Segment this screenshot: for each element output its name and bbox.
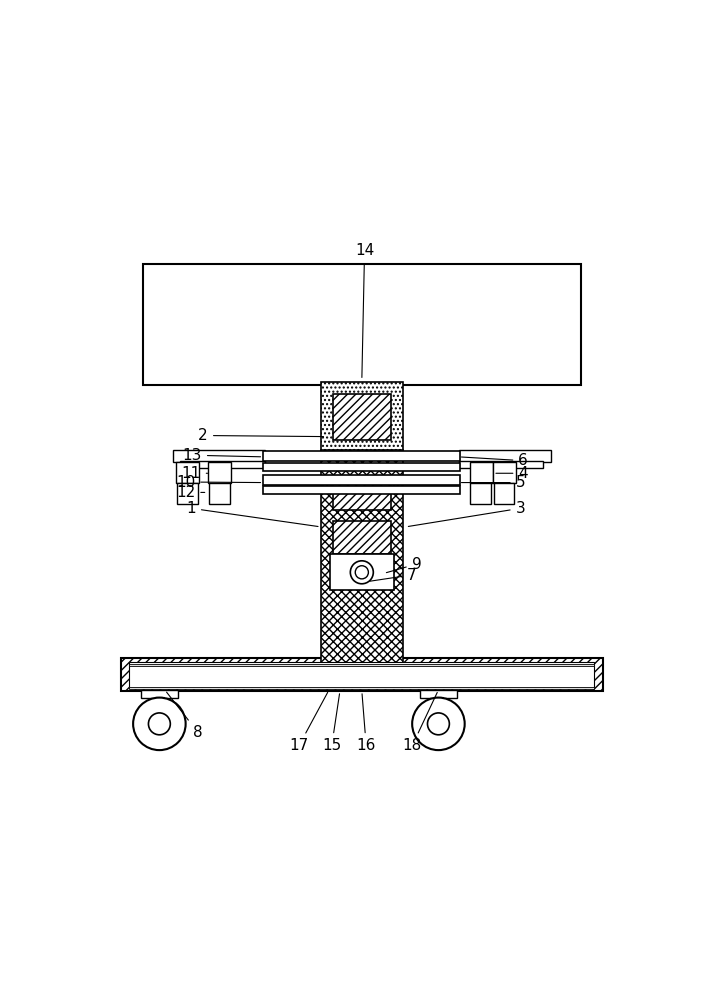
Bar <box>176 462 199 483</box>
Bar <box>263 475 460 485</box>
Bar <box>321 382 403 453</box>
Text: 15: 15 <box>322 694 342 753</box>
Bar <box>263 451 460 461</box>
Text: 14: 14 <box>355 243 374 377</box>
Bar <box>209 483 230 504</box>
Text: 8: 8 <box>167 692 203 740</box>
Bar <box>470 483 491 504</box>
Bar <box>121 658 602 691</box>
Bar <box>459 461 544 468</box>
Bar <box>155 697 164 703</box>
Bar <box>129 664 594 666</box>
Bar <box>140 690 178 698</box>
Bar <box>173 450 265 462</box>
Bar <box>143 264 581 385</box>
Text: 17: 17 <box>289 692 328 753</box>
Text: 10: 10 <box>176 475 261 490</box>
Text: 12: 12 <box>176 485 205 500</box>
Circle shape <box>412 698 465 750</box>
Text: 5: 5 <box>462 475 525 490</box>
Circle shape <box>148 713 170 735</box>
Bar <box>493 462 516 483</box>
Bar <box>177 483 198 504</box>
Bar <box>459 450 551 462</box>
Bar <box>263 486 460 494</box>
Text: 9: 9 <box>386 557 421 573</box>
Text: 18: 18 <box>402 692 437 753</box>
Bar <box>493 483 515 504</box>
Bar <box>330 554 393 590</box>
Bar <box>321 450 403 675</box>
Bar <box>470 462 493 483</box>
Text: 1: 1 <box>186 501 318 526</box>
Bar <box>129 687 594 689</box>
Circle shape <box>350 561 373 584</box>
Text: 4: 4 <box>496 466 528 481</box>
Circle shape <box>133 698 186 750</box>
Text: 16: 16 <box>357 694 376 753</box>
Circle shape <box>355 566 369 579</box>
Bar <box>263 463 460 471</box>
Text: 6: 6 <box>462 453 528 468</box>
Bar <box>434 697 443 703</box>
Bar <box>420 690 457 698</box>
Circle shape <box>428 713 449 735</box>
Text: 13: 13 <box>183 448 261 463</box>
Bar <box>129 662 594 688</box>
Bar <box>333 394 391 440</box>
Bar <box>333 478 391 510</box>
Text: 3: 3 <box>408 501 525 526</box>
Text: 7: 7 <box>370 568 416 583</box>
Bar <box>333 521 391 554</box>
Text: 2: 2 <box>198 428 323 443</box>
Bar <box>180 461 265 468</box>
Bar <box>208 462 230 483</box>
Text: 11: 11 <box>181 466 208 481</box>
